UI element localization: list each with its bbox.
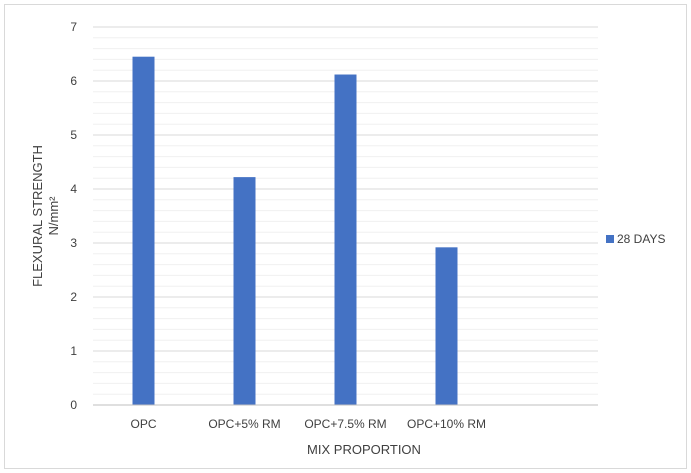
bar — [132, 56, 155, 405]
legend-swatch — [606, 235, 614, 243]
bars — [132, 56, 458, 406]
y-tick-label: 7 — [70, 20, 77, 34]
legend: 28 DAYS — [606, 232, 665, 246]
x-tick-label: OPC — [130, 417, 156, 431]
bar — [435, 247, 458, 405]
x-tick-labels: OPC OPC+5% RM OPC+7.5% RM OPC+10% RM — [130, 417, 486, 431]
legend-label: 28 DAYS — [617, 232, 665, 246]
bar — [233, 177, 256, 405]
y-tick-label: 1 — [70, 344, 77, 358]
y-tick-label: 5 — [70, 128, 77, 142]
y-axis-title-line2: N/mm² — [46, 196, 61, 236]
y-tick-label: 3 — [70, 236, 77, 250]
y-tick-label: 0 — [70, 398, 77, 412]
y-tick-label: 2 — [70, 290, 77, 304]
y-tick-label: 4 — [70, 182, 77, 196]
y-tick-label: 6 — [70, 74, 77, 88]
x-axis-title: MIX PROPORTION — [307, 442, 421, 457]
bar — [334, 74, 357, 406]
y-tick-labels: 0 1 2 3 4 5 6 7 — [70, 20, 77, 412]
x-tick-label: OPC+5% RM — [208, 417, 280, 431]
y-axis-title-line1: FLEXURAL STRENGTH — [30, 145, 45, 287]
x-tick-label: OPC+7.5% RM — [304, 417, 386, 431]
x-tick-label: OPC+10% RM — [407, 417, 486, 431]
